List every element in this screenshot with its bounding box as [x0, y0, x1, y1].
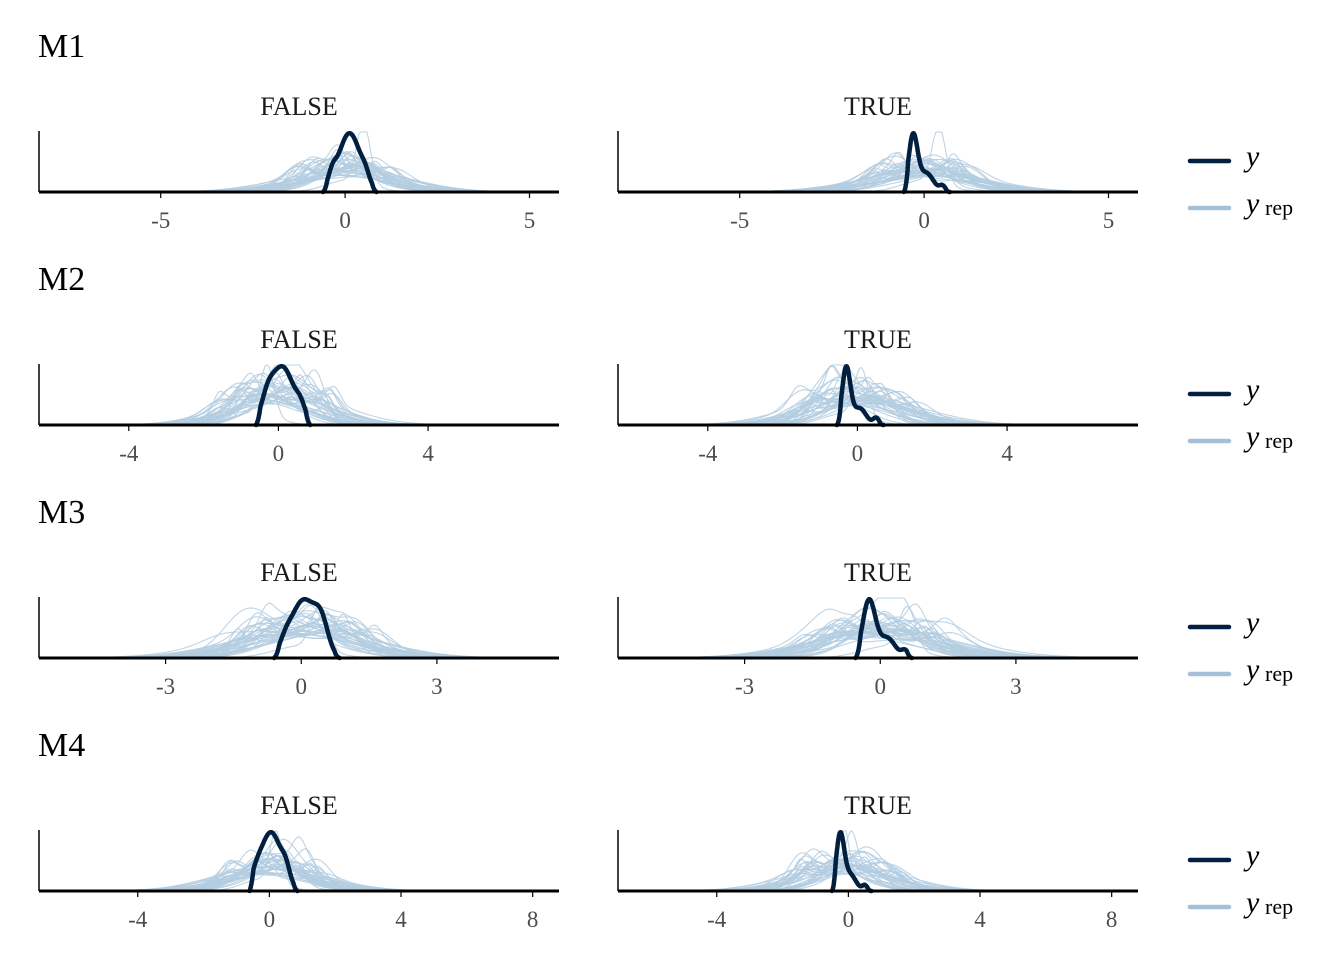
legend-label-y: y [1243, 373, 1260, 406]
yrep-line [39, 382, 559, 426]
x-tick-label: 3 [1010, 674, 1022, 699]
panel-true: TRUE -4 0 4 8 [617, 791, 1138, 932]
legend-label-yrep: y [1243, 886, 1260, 919]
facet-label: FALSE [260, 92, 338, 121]
legend: yy rep [1187, 373, 1293, 453]
x-tick-label: -5 [730, 208, 749, 233]
yrep-line [618, 166, 1138, 193]
yrep-lines [39, 830, 559, 892]
x-tick-label: -4 [128, 907, 148, 932]
model-title: M3 [38, 494, 85, 531]
legend: yy rep [1187, 606, 1293, 686]
legend: yy rep [1187, 140, 1293, 220]
legend-label-yrep: y [1243, 187, 1260, 220]
facet-label: FALSE [260, 791, 338, 820]
yrep-lines [39, 131, 559, 193]
facet-label: TRUE [844, 92, 912, 121]
model-m2: M2 FALSE -4 0 4 TRUE -4 0 4 yy rep [38, 261, 1293, 466]
yrep-line [39, 616, 559, 659]
x-tick-label: 8 [1106, 907, 1118, 932]
legend-label-yrep: y [1243, 653, 1260, 686]
y-observed-line [853, 596, 915, 661]
x-tick-label: 5 [524, 208, 536, 233]
x-tick-label: 4 [422, 441, 434, 466]
x-tick-label: -4 [707, 907, 727, 932]
x-tick-label: -5 [151, 208, 170, 233]
model-title: M2 [38, 261, 85, 298]
yrep-line [618, 859, 1138, 892]
x-tick-label: 0 [852, 441, 864, 466]
x-tick-label: -4 [119, 441, 139, 466]
y-observed-line [901, 130, 953, 195]
legend-label-yrep-sub: rep [1265, 894, 1293, 919]
facet-label: TRUE [844, 791, 912, 820]
x-tick-label: 0 [918, 208, 930, 233]
x-tick-label: 3 [431, 674, 443, 699]
x-tick-label: -3 [735, 674, 754, 699]
x-tick-label: 4 [1001, 441, 1013, 466]
model-title: M4 [38, 727, 85, 764]
legend-label-y: y [1243, 140, 1260, 173]
x-tick-label: 0 [339, 208, 351, 233]
panel-true: TRUE -4 0 4 [617, 325, 1138, 466]
x-tick-label: -3 [156, 674, 175, 699]
panel-true: TRUE -5 0 5 [617, 92, 1138, 233]
x-tick-label: 0 [264, 907, 276, 932]
yrep-line [39, 623, 559, 659]
panel-false: FALSE -4 0 4 8 [38, 791, 559, 932]
legend-label-yrep-sub: rep [1265, 428, 1293, 453]
yrep-lines [39, 602, 559, 659]
panel-false: FALSE -3 0 3 [38, 558, 559, 699]
yrep-line [39, 633, 559, 659]
yrep-line [39, 382, 559, 426]
legend-label-y: y [1243, 606, 1260, 639]
model-m3: M3 FALSE -3 0 3 TRUE -3 0 3 yy rep [38, 494, 1293, 699]
x-tick-label: -4 [698, 441, 718, 466]
legend-label-yrep: y [1243, 420, 1260, 453]
x-tick-label: 0 [296, 674, 308, 699]
legend-label-yrep-sub: rep [1265, 661, 1293, 686]
x-tick-label: 0 [273, 441, 285, 466]
panel-false: FALSE -4 0 4 [38, 325, 559, 466]
yrep-lines [618, 131, 1138, 193]
yrep-lines [618, 830, 1138, 892]
y-observed-line [253, 363, 313, 428]
legend-label-yrep-sub: rep [1265, 195, 1293, 220]
facet-label: FALSE [260, 558, 338, 587]
model-title: M1 [38, 28, 85, 65]
legend: yy rep [1187, 839, 1293, 919]
legend-label-y: y [1243, 839, 1260, 872]
y-observed-line [247, 829, 300, 894]
facet-label: FALSE [260, 325, 338, 354]
x-tick-label: 4 [974, 907, 986, 932]
y-observed-line [829, 829, 874, 894]
panel-true: TRUE -3 0 3 [617, 558, 1138, 699]
yrep-line [39, 830, 559, 892]
model-m1: M1 FALSE -5 0 5 TRUE -5 0 5 yy rep [38, 28, 1293, 233]
y-observed-line [271, 596, 342, 661]
y-observed-line [834, 363, 886, 428]
y-observed-line [320, 130, 379, 195]
panel-false: FALSE -5 0 5 [38, 92, 559, 233]
x-tick-label: 0 [875, 674, 887, 699]
model-m4: M4 FALSE -4 0 4 8 TRUE -4 0 4 8 yy rep [38, 727, 1293, 932]
x-tick-label: 0 [843, 907, 855, 932]
facet-label: TRUE [844, 325, 912, 354]
facet-label: TRUE [844, 558, 912, 587]
x-tick-label: 4 [395, 907, 407, 932]
x-tick-label: 5 [1103, 208, 1115, 233]
x-tick-label: 8 [527, 907, 539, 932]
